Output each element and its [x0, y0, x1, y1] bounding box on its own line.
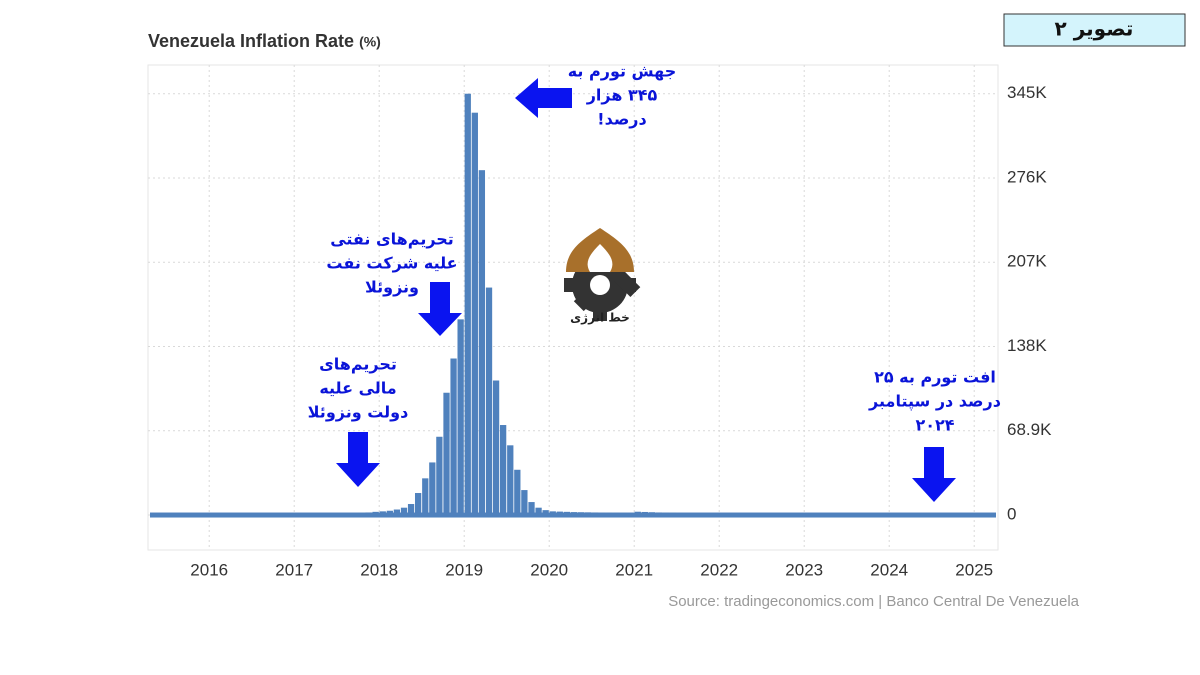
- bar: [528, 502, 535, 516]
- annotation-line: ۲۰۲۴: [915, 416, 954, 435]
- annotation-line: دولت ونزوئلا: [308, 403, 409, 422]
- y-tick-label: 345K: [1007, 83, 1047, 102]
- x-tick-label: 2020: [530, 560, 568, 579]
- x-tick-label: 2022: [700, 560, 738, 579]
- x-tick-label: 2025: [955, 560, 993, 579]
- bar: [521, 490, 528, 516]
- bar: [450, 358, 457, 516]
- arrow-down: [912, 447, 956, 502]
- y-tick-label: 276K: [1007, 167, 1047, 186]
- logo-gear-hole: [590, 275, 610, 295]
- arrow-down: [336, 432, 380, 487]
- logo-flame-inner: [587, 244, 613, 272]
- plot-frame: [147, 64, 999, 551]
- annotation-line: جهش تورم به: [568, 62, 677, 81]
- figure-label-box: [1003, 13, 1186, 47]
- bar: [443, 392, 450, 516]
- source: Source: tradingeconomics.com | Banco Cen…: [668, 593, 1079, 610]
- bar: [499, 425, 507, 516]
- x-tick-label: 2021: [615, 560, 653, 579]
- bar: [485, 287, 493, 516]
- y-tick-label: 138K: [1007, 336, 1047, 355]
- bar: [535, 507, 542, 516]
- title-unit: (%): [359, 34, 381, 50]
- x-tick-label: 2024: [870, 560, 908, 579]
- annotation-line: ونزوئلا: [365, 278, 419, 297]
- y-tick-label: 0: [1007, 505, 1016, 524]
- x-tick-label: 2016: [190, 560, 228, 579]
- bar: [507, 445, 514, 516]
- bar: [478, 170, 486, 516]
- bar: [400, 507, 408, 516]
- annotation-line: تحریم‌های نفتی: [330, 230, 454, 249]
- bar: [422, 478, 429, 516]
- annotation-line: افت تورم به ۲۵: [874, 368, 996, 387]
- arrows: [336, 78, 956, 502]
- logo-text: خط انرژی: [570, 311, 630, 325]
- x-tick-label: 2019: [445, 560, 483, 579]
- x-tick-label: 2023: [785, 560, 823, 579]
- annotation-line: مالی علیه: [319, 379, 396, 398]
- bar: [393, 509, 401, 516]
- arrow-left: [515, 78, 572, 118]
- annotation-line: درصد در سپتامبر: [868, 392, 1001, 412]
- annotation-line: علیه شرکت نفت: [326, 254, 457, 273]
- bar: [471, 112, 478, 516]
- bar: [429, 462, 436, 516]
- logo: خط انرژی: [564, 228, 641, 325]
- bar: [436, 436, 443, 516]
- chart-title: Venezuela Inflation Rate: [148, 31, 354, 51]
- y-tick-label: 207K: [1007, 252, 1047, 271]
- figure-label: تصویر ۲: [1055, 17, 1134, 41]
- x-tick-label: 2018: [360, 560, 398, 579]
- bar: [414, 493, 422, 516]
- annotations: جهش تورم به ۳۴۵ هزار درصد! تحریم‌های نفتی عل…: [308, 62, 1001, 435]
- bar: [514, 469, 521, 516]
- annotation-line: تحریم‌های: [319, 355, 397, 374]
- bar: [407, 504, 415, 516]
- zero-baseline: [150, 512, 996, 518]
- annotation-line: درصد!: [597, 110, 646, 129]
- x-tick-label: 2017: [275, 560, 313, 579]
- bar: [492, 380, 500, 516]
- arrow-down: [418, 282, 462, 336]
- bars: [150, 93, 996, 518]
- annotation-line: ۳۴۵ هزار: [586, 86, 658, 105]
- bar: [464, 93, 471, 516]
- bar: [457, 319, 464, 516]
- y-tick-label: 68.9K: [1007, 420, 1052, 439]
